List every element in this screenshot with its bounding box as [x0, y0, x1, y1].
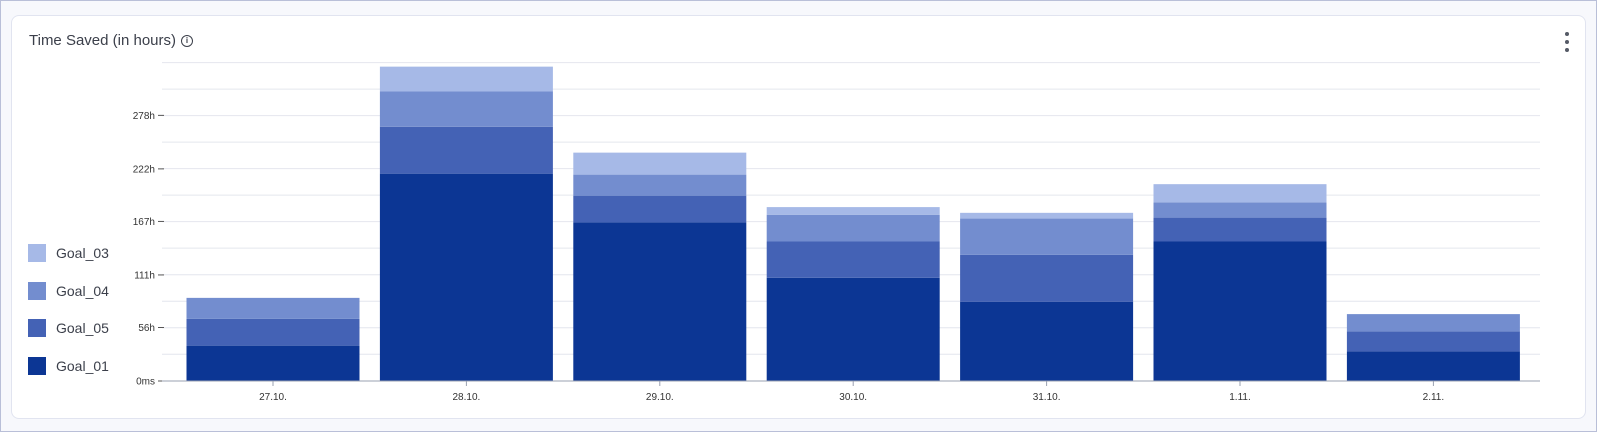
- bar-segment-goal-04[interactable]: [960, 218, 1134, 255]
- bar-segment-goal-03[interactable]: [379, 66, 553, 92]
- x-tick-label: 31.10.: [1033, 392, 1061, 403]
- x-tick-label: 28.10.: [452, 392, 480, 403]
- bar-segment-goal-05[interactable]: [1153, 217, 1327, 242]
- bar-segment-goal-05[interactable]: [960, 254, 1134, 302]
- legend-swatch: [28, 281, 46, 300]
- bar-segment-goal-04[interactable]: [186, 297, 360, 319]
- bar-segment-goal-05[interactable]: [766, 241, 940, 278]
- card-title: Time Saved (in hours) i: [29, 32, 193, 49]
- bar-segment-goal-05[interactable]: [379, 126, 553, 174]
- bar-segment-goal-01[interactable]: [573, 222, 747, 381]
- bar-segment-goal-04[interactable]: [1346, 314, 1520, 332]
- y-tick-label: 167h: [133, 217, 155, 228]
- bar-segment-goal-04[interactable]: [573, 174, 747, 196]
- legend-item-goal-05[interactable]: Goal_05: [28, 319, 109, 337]
- info-icon[interactable]: i: [181, 34, 193, 47]
- chart-legend: Goal_03 Goal_04 Goal_05 Goal_01: [28, 244, 109, 394]
- legend-item-goal-04[interactable]: Goal_04: [28, 281, 109, 300]
- bar-segment-goal-04[interactable]: [1153, 202, 1327, 218]
- y-tick-label: 0ms: [136, 377, 155, 388]
- legend-label: Goal_03: [56, 245, 109, 261]
- bar-segment-goal-01[interactable]: [1346, 351, 1520, 381]
- bar-segment-goal-05[interactable]: [186, 318, 360, 346]
- bars: [186, 66, 1520, 381]
- bar-segment-goal-01[interactable]: [960, 301, 1134, 381]
- x-tick-label: 1.11.: [1229, 392, 1251, 403]
- legend-label: Goal_05: [56, 320, 109, 336]
- legend-label: Goal_01: [56, 357, 109, 374]
- card-title-text: Time Saved (in hours): [29, 32, 176, 49]
- bar-segment-goal-01[interactable]: [1153, 241, 1327, 381]
- bar-segment-goal-03[interactable]: [960, 212, 1134, 219]
- legend-swatch: [28, 319, 46, 337]
- y-tick-label: 278h: [133, 111, 155, 122]
- more-options-icon[interactable]: [1561, 32, 1573, 52]
- bar-segment-goal-03[interactable]: [766, 207, 940, 215]
- x-tick-label: 27.10.: [259, 392, 287, 403]
- x-tick-label: 2.11.: [1423, 392, 1445, 403]
- bar-segment-goal-01[interactable]: [766, 277, 940, 381]
- bar-segment-goal-04[interactable]: [379, 91, 553, 127]
- legend-swatch: [28, 244, 46, 262]
- y-tick-label: 222h: [133, 164, 155, 175]
- legend-label: Goal_04: [56, 282, 109, 299]
- legend-item-goal-01[interactable]: Goal_01: [28, 356, 109, 375]
- legend-item-goal-03[interactable]: Goal_03: [28, 244, 109, 262]
- chart-card: Time Saved (in hours) i Goal_03 Goal_04 Go…: [11, 15, 1586, 419]
- y-axis: 0ms 56h 111h 167h 222h 278h: [133, 111, 164, 388]
- y-tick-label: 111h: [134, 270, 155, 281]
- stacked-bar-chart: 0ms 56h 111h 167h 222h 278h 27.10. 28.10. 29.10.…: [133, 62, 1540, 403]
- legend-swatch: [28, 356, 46, 375]
- x-axis: 27.10. 28.10. 29.10. 30.10. 31.10. 1.11. 2.11.: [162, 380, 1540, 403]
- x-tick-label: 29.10.: [646, 392, 674, 403]
- bar-segment-goal-04[interactable]: [766, 214, 940, 242]
- bar-segment-goal-05[interactable]: [1346, 331, 1520, 352]
- x-tick-label: 30.10.: [839, 392, 867, 403]
- bar-segment-goal-01[interactable]: [379, 173, 553, 381]
- bar-segment-goal-03[interactable]: [573, 152, 747, 175]
- bar-segment-goal-05[interactable]: [573, 195, 747, 223]
- bar-segment-goal-03[interactable]: [1153, 184, 1327, 203]
- bar-segment-goal-01[interactable]: [186, 345, 360, 381]
- y-tick-label: 56h: [138, 323, 155, 334]
